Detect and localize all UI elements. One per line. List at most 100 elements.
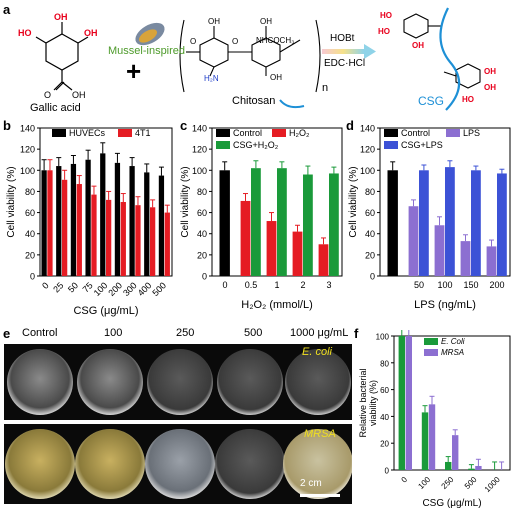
y-tick-label: 60 — [25, 208, 35, 218]
legend-label: HUVECs — [69, 128, 106, 138]
bar — [471, 170, 481, 276]
bar — [329, 173, 339, 276]
plate-mrsa-control — [5, 429, 75, 499]
nh2-label: H₂N — [204, 74, 219, 83]
x-axis-label: H₂O₂ (mmol/L) — [241, 299, 312, 311]
y-axis-label: Relative bacterial — [358, 368, 368, 437]
gallic-acid-label: Gallic acid — [30, 102, 81, 114]
bar — [303, 174, 313, 276]
oh-group: OH — [208, 17, 220, 26]
x-tick-label: 2 — [300, 280, 305, 290]
bar — [475, 465, 482, 470]
bar — [277, 168, 287, 276]
legend-swatch — [424, 338, 438, 345]
panel-label-c: c — [180, 118, 188, 133]
bar — [158, 175, 165, 276]
bar — [398, 336, 405, 470]
oh-label: OH — [54, 12, 68, 22]
bar — [62, 179, 68, 276]
csg-chain-line — [439, 7, 461, 111]
legend-label: E. Coli — [441, 337, 465, 346]
y-tick-label: 40 — [365, 229, 375, 239]
x-tick-label: 100 — [437, 280, 452, 290]
bar — [47, 170, 53, 276]
y-tick-label: 40 — [25, 229, 35, 239]
edc-label: EDC·HCl — [324, 58, 366, 69]
x-tick-label: 3 — [326, 280, 331, 290]
chart-f: 0 20 40 60 80 100 Relative bacterial viability … — [358, 330, 511, 509]
x-tick-label: 0 — [222, 280, 227, 290]
legend-label: LPS — [463, 128, 480, 138]
y-tick-label: 80 — [365, 187, 375, 197]
oh-label: OH — [84, 28, 98, 38]
oh-label: OH — [484, 83, 496, 92]
chitosan-label: Chitosan — [232, 95, 276, 107]
column-header-1000: 1000 μg/mL — [290, 327, 349, 339]
column-header-100: 100 — [104, 327, 123, 339]
bar — [91, 194, 97, 276]
bar — [445, 461, 452, 470]
panel-label-a: a — [3, 2, 11, 17]
y-tick-label: 20 — [197, 250, 207, 260]
bar — [434, 225, 445, 276]
y-tick-label: 100 — [376, 333, 390, 342]
legend-label: CSG+H₂O₂ — [233, 140, 279, 150]
bar — [56, 166, 62, 276]
ecoli-row-label: E. coli — [302, 346, 332, 358]
bar — [219, 170, 230, 276]
y-tick-label: 100 — [192, 166, 207, 176]
bar — [452, 435, 459, 470]
bar — [41, 170, 47, 276]
plate-ecoli-100 — [77, 349, 143, 415]
legend-label: MRSA — [441, 348, 464, 357]
bar — [497, 173, 507, 276]
x-tick-label: 0 — [40, 280, 51, 291]
x-tick-label: 50 — [414, 280, 424, 290]
y-tick-label: 0 — [30, 272, 35, 282]
nhcoch3-label: NHCOCH₃ — [256, 36, 295, 45]
bar — [486, 246, 497, 276]
legend-swatch — [216, 129, 230, 137]
oh-label: OH — [412, 41, 424, 50]
oh-label: HO — [380, 11, 392, 20]
legend-swatch — [384, 129, 398, 137]
y-tick-label: 80 — [380, 359, 389, 368]
x-tick-label: 150 — [463, 280, 478, 290]
oh-label: OH — [484, 67, 496, 76]
reaction-arrow — [322, 44, 376, 59]
x-tick-label: 100 — [416, 475, 432, 491]
oh-label: HO — [378, 27, 390, 36]
y-tick-label: 0 — [385, 467, 390, 476]
y-tick-label: 100 — [20, 166, 35, 176]
bar — [292, 231, 303, 276]
panel-label-f: f — [354, 326, 359, 341]
legend-swatch — [118, 129, 132, 137]
bar — [129, 166, 135, 276]
bar — [120, 202, 126, 276]
mussel-inspired-label: Mussel-inspired — [108, 45, 186, 57]
hobt-label: HOBt — [330, 33, 355, 44]
bar — [100, 153, 106, 276]
legend-swatch — [424, 349, 438, 356]
plate-ecoli-control — [7, 349, 73, 415]
plate-mrsa-250 — [145, 429, 215, 499]
x-tick-label: 50 — [66, 280, 80, 294]
y-axis-label: Cell viability (%) — [180, 166, 191, 237]
oh-label: OH — [72, 90, 86, 100]
x-axis-label: CSG (μg/mL) — [73, 305, 138, 317]
y-tick-label: 60 — [197, 208, 207, 218]
bar — [419, 170, 429, 276]
scale-bar — [300, 494, 340, 497]
plate-mrsa-100 — [75, 429, 145, 499]
bar — [421, 412, 429, 470]
plate-mrsa-1000 — [283, 429, 352, 499]
gallic-acid-structure — [35, 22, 89, 91]
plate-mrsa-500 — [215, 429, 285, 499]
panel-label-e: e — [3, 326, 11, 341]
bar — [70, 163, 77, 276]
plate-ecoli-250 — [147, 349, 213, 415]
panel-label-d: d — [346, 118, 354, 133]
bar — [150, 207, 156, 276]
oh-group: OH — [260, 17, 272, 26]
